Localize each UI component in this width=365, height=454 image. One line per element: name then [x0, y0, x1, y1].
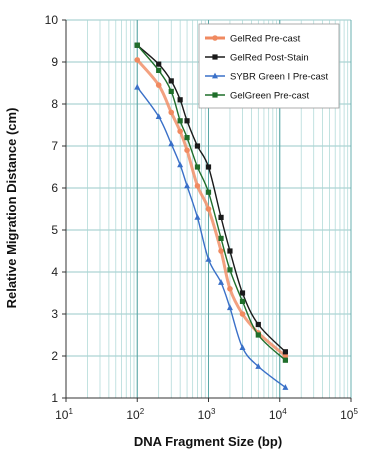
data-point	[155, 82, 162, 88]
axes	[62, 19, 352, 402]
data-point	[194, 214, 201, 220]
data-point	[134, 42, 140, 48]
series-1	[134, 42, 288, 355]
y-tick-label: 5	[51, 223, 58, 237]
data-point	[226, 304, 233, 311]
y-axis-title: Relative Migration Distance (cm)	[4, 108, 19, 309]
x-tick-label: 103	[198, 407, 216, 422]
y-tick-labels: 1 2 3 4 5 6 7 8 9 10	[45, 13, 59, 405]
y-tick-label: 10	[45, 13, 59, 27]
data-point	[134, 83, 141, 90]
data-point	[282, 384, 289, 390]
data-point	[218, 235, 224, 241]
x-tick-label: 104	[269, 407, 287, 422]
data-point	[134, 57, 141, 63]
data-point	[205, 256, 212, 262]
legend-swatch-marker	[212, 72, 218, 79]
data-point	[205, 189, 212, 195]
x-tick-label: 101	[55, 407, 73, 422]
data-point	[218, 214, 224, 220]
data-point	[218, 248, 224, 254]
data-point	[177, 161, 184, 168]
y-tick-label: 8	[51, 97, 58, 111]
data-point	[194, 143, 201, 149]
legend: GelRed Pre-cast GelRed Post-Stain SYBR Gre…	[198, 23, 340, 109]
data-point	[205, 206, 212, 212]
x-axis-title: DNA Fragment Size (bp)	[134, 434, 282, 449]
legend-swatch-marker	[212, 54, 218, 60]
data-point	[184, 118, 190, 124]
data-point	[255, 332, 261, 338]
data-point	[156, 61, 162, 67]
legend-label: GelRed Post-Stain	[230, 53, 309, 64]
series-2	[134, 83, 289, 390]
y-tick-label: 9	[51, 55, 58, 69]
data-point	[177, 118, 183, 124]
data-point	[177, 128, 183, 135]
y-tick-label: 4	[51, 265, 58, 279]
y-tick-label: 7	[51, 139, 58, 153]
data-point	[255, 363, 262, 369]
x-tick-label: 102	[126, 407, 144, 422]
data-point	[239, 344, 246, 350]
data-point	[168, 140, 175, 147]
legend-label: SYBR Green I Pre-cast	[230, 72, 329, 83]
data-point	[205, 164, 212, 170]
data-point	[156, 67, 162, 73]
legend-swatch-marker	[212, 92, 218, 98]
data-point	[282, 353, 289, 359]
data-point	[184, 135, 190, 141]
data-point	[255, 321, 261, 328]
y-tick-label: 1	[51, 391, 58, 405]
data-point	[282, 357, 288, 363]
data-point	[239, 298, 246, 304]
data-point	[218, 279, 225, 285]
data-point	[227, 248, 233, 254]
legend-label: GelRed Pre-cast	[230, 34, 301, 45]
data-point	[168, 78, 174, 84]
data-point	[177, 97, 183, 103]
data-point	[194, 183, 201, 189]
data-point	[227, 267, 233, 273]
series-0	[134, 57, 289, 359]
series-line	[136, 86, 286, 389]
data-point	[282, 349, 288, 355]
series-group	[134, 42, 289, 390]
x-tick-label: 105	[340, 407, 358, 422]
y-tick-label: 2	[51, 349, 58, 363]
y-tick-label: 6	[51, 181, 58, 195]
data-point	[184, 182, 191, 189]
data-point	[194, 164, 201, 170]
y-tick-label: 3	[51, 307, 58, 321]
data-point	[168, 109, 175, 116]
legend-swatch-marker	[212, 35, 218, 41]
data-point	[227, 286, 233, 292]
data-point	[239, 290, 246, 296]
data-point	[168, 88, 174, 94]
grid	[65, 19, 352, 399]
data-point	[239, 311, 246, 317]
data-point	[155, 113, 162, 119]
series-3	[134, 42, 288, 363]
x-tick-labels: 101 102 103 104 105	[55, 407, 358, 422]
data-point	[184, 147, 190, 153]
legend-label: GelGreen Pre-cast	[230, 91, 310, 102]
